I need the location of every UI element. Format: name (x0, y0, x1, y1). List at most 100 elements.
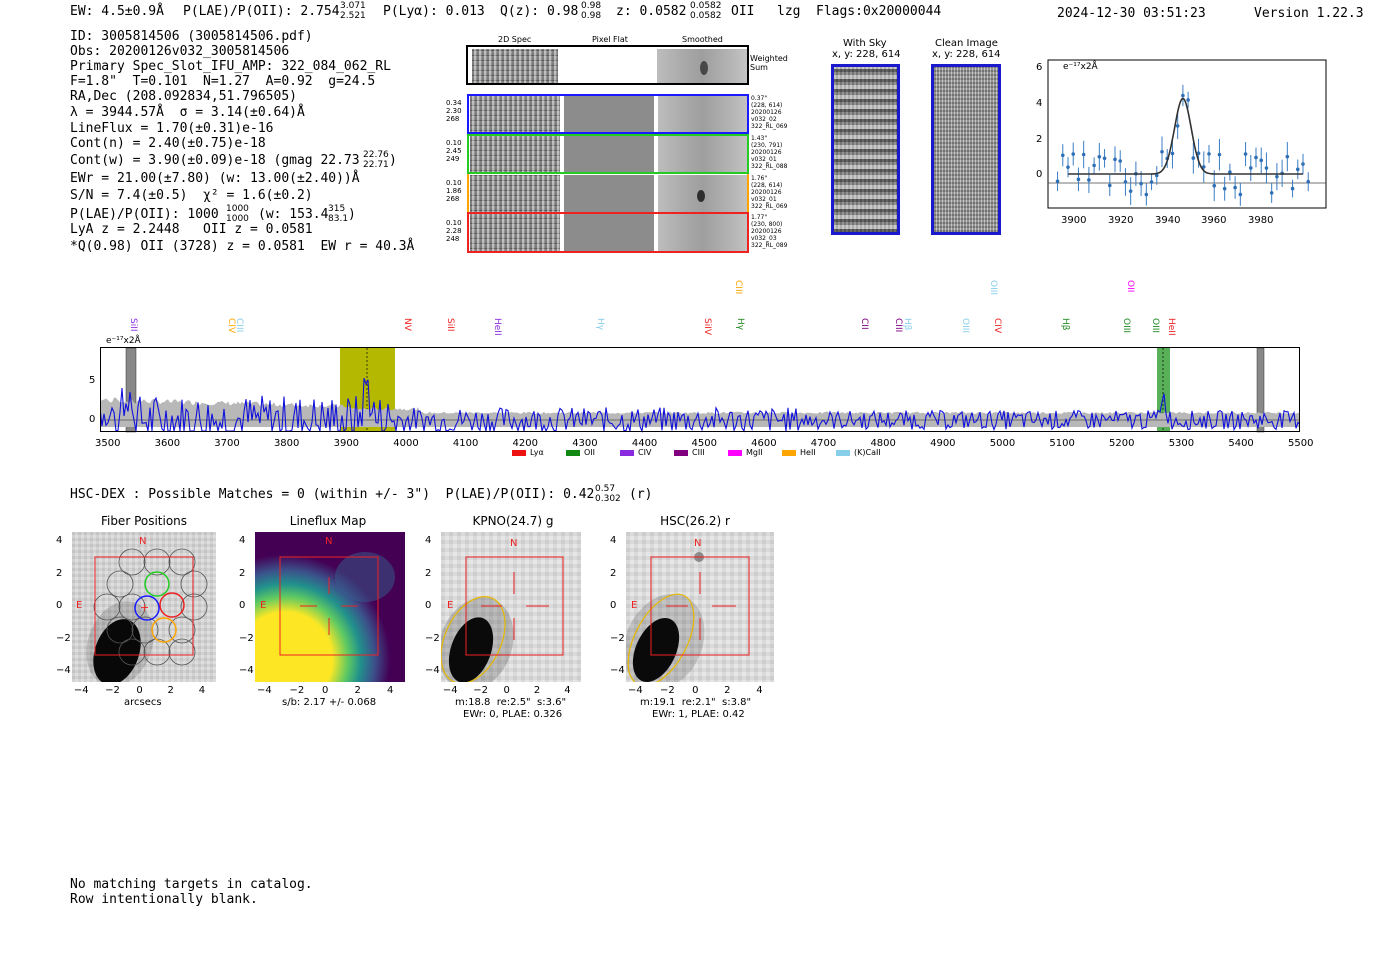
info-plae2-close: ) (348, 207, 356, 222)
fiber-circle (93, 593, 121, 621)
fiber-circle (118, 548, 146, 576)
header-flags: Flags:0x20000044 (816, 4, 942, 19)
spectrum-xtick: 3800 (273, 438, 300, 449)
info-id: ID: 3005814506 (3005814506.pdf) (70, 29, 313, 44)
zoom-data-point (1087, 178, 1091, 182)
panel-title: Lineflux Map (289, 514, 367, 528)
zoom-data-point (1295, 167, 1300, 172)
info-gmag-hi: 22.76 (363, 150, 389, 160)
header-version: Version 1.22.3 (1254, 6, 1364, 21)
col-header-pixelflat: Pixel Flat (592, 35, 628, 44)
east-label: E (260, 600, 267, 611)
zoom-data-point (1055, 179, 1060, 184)
image-ytick: 0 (56, 600, 63, 611)
east-label: E (76, 600, 83, 611)
line-id-label: OIII (1121, 318, 1131, 334)
legend-label: OII (584, 448, 596, 457)
zoom-xtick: 3960 (1201, 215, 1227, 226)
fiber-smoothed-image (658, 135, 748, 173)
panel-caption: EWr: 0, PLAE: 0.326 (463, 709, 563, 720)
image-ytick: 4 (56, 535, 63, 546)
with-sky-title: With Sky (843, 38, 887, 49)
image-ytick: 4 (239, 535, 246, 546)
galaxy-blob (93, 619, 141, 682)
zoom-data-point (1060, 153, 1065, 158)
zoom-data-point (1201, 165, 1206, 169)
zoom-data-point (1139, 181, 1143, 186)
zoom-data-point (1306, 179, 1311, 184)
line-id-label: OIII (988, 280, 998, 296)
fiber-row-left-info: 0.34 2.30 268 (446, 99, 462, 123)
fiber-row-frame (467, 212, 749, 253)
header-plae: P(LAE)/P(OII): 2.754 (183, 4, 340, 19)
info-obs: Obs: 20200126v032_3005814506 (70, 44, 290, 59)
with-sky-image (831, 64, 900, 235)
zoom-data-point (1233, 185, 1237, 190)
fit-ellipse (627, 593, 695, 682)
spectrum-xtick: 4600 (751, 438, 777, 449)
zoom-data-point (1275, 174, 1279, 179)
north-label: N (325, 536, 333, 547)
info-contn: Cont(n) = 2.40(±0.75)e-18 (70, 136, 266, 151)
line-id-label: Hβ (902, 318, 912, 331)
zoom-data-point (1123, 180, 1128, 184)
center-marker: + (140, 601, 149, 614)
legend-item: HeII (782, 448, 816, 457)
zoom-data-point (1238, 192, 1243, 197)
image-ytick: 2 (239, 567, 246, 579)
image-ytick: 2 (425, 567, 432, 579)
image-ytick: −4 (425, 665, 440, 676)
info-lya: LyA z = 2.2448 OII z = 0.0581 (70, 222, 313, 237)
info-plae2-lo: 1000 (226, 214, 249, 224)
zoom-data-point (1269, 191, 1274, 195)
hsc-dex-hi: 0.57 (595, 484, 616, 494)
zoom-xtick: 3900 (1061, 215, 1087, 226)
spectrum-ytick: 0 (89, 414, 96, 425)
fiber-emission-spot (697, 190, 705, 202)
fiber-pixelflat-image (564, 95, 654, 133)
fiber-circle (180, 593, 208, 621)
north-label: N (694, 538, 702, 549)
line-id-label: CIII (733, 280, 743, 295)
zoom-data-point (1097, 154, 1102, 159)
spectrum-xtick: 3700 (214, 438, 240, 449)
zoom-fit-curve (1068, 97, 1303, 175)
fiber-row-left-info: 0.10 2.28 248 (446, 219, 462, 243)
zoom-data-point (1160, 149, 1164, 154)
info-contw-close: ) (389, 153, 397, 168)
zoom-data-point (1259, 158, 1264, 163)
info-lambda: λ = 3944.57Å σ = 3.14(±0.64)Å (70, 105, 305, 120)
info-lineflux: LineFlux = 1.70(±0.31)e-16 (70, 121, 274, 136)
kpno-cutout-image (441, 532, 581, 682)
line-id-label: HeII (1166, 318, 1176, 336)
fiber-circle (131, 616, 159, 644)
zoom-data-point (1290, 186, 1295, 191)
line-id-label: CII (859, 318, 869, 330)
zoom-data-point (1076, 177, 1081, 182)
zoom-chart-svg (1047, 59, 1327, 209)
spectrum-xtick: 5100 (1049, 438, 1075, 449)
zoom-data-point (1254, 155, 1258, 160)
line-id-label: OIII (1150, 318, 1160, 334)
fiber-pixelflat-image (564, 214, 654, 251)
aperture-box (465, 556, 564, 656)
image-xtick: 0 (692, 685, 699, 696)
spectrum-xtick: 4900 (930, 438, 956, 449)
fiber-row-frame (467, 134, 749, 174)
zoom-data-point (1186, 98, 1190, 102)
zoom-data-point (1154, 173, 1159, 178)
image-xtick: 0 (322, 685, 329, 696)
info-gmag-lo: 22.71 (363, 160, 389, 170)
image-xtick: −4 (73, 685, 89, 696)
zoom-data-point (1107, 183, 1112, 188)
header-plae-hi: 3.071 (340, 1, 366, 11)
zoom-data-point (1264, 166, 1269, 170)
info-primary: Primary Spec_Slot_IFU_AMP: 322_084_062_R… (70, 59, 391, 74)
clean-image-title: Clean Image (935, 38, 998, 49)
east-label: E (447, 600, 454, 611)
zoom-data-point (1222, 186, 1227, 191)
north-label: N (139, 536, 147, 547)
image-xtick: 4 (756, 685, 763, 696)
lineflux-map-image (255, 532, 405, 682)
zoom-ytick: 6 (1036, 62, 1043, 73)
